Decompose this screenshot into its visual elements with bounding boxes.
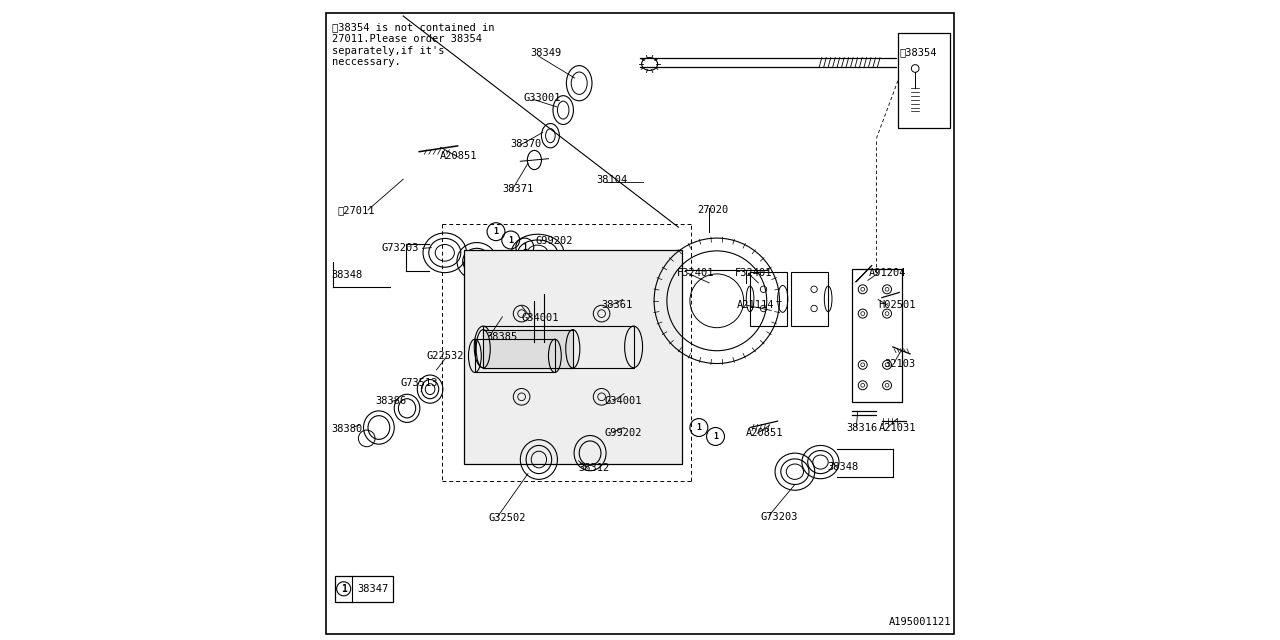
Text: G73203: G73203: [381, 243, 419, 253]
Text: 38380: 38380: [332, 424, 362, 434]
Text: G99202: G99202: [604, 428, 641, 438]
Bar: [791, 272, 828, 326]
Bar: [852, 269, 902, 402]
Text: A21031: A21031: [879, 422, 916, 433]
Bar: [484, 326, 634, 368]
Text: G99202: G99202: [535, 236, 572, 246]
Text: ※38354: ※38354: [900, 47, 937, 58]
Bar: [484, 330, 573, 368]
Text: G32502: G32502: [489, 513, 526, 524]
Text: 38371: 38371: [502, 184, 534, 194]
Text: 38316: 38316: [846, 422, 877, 433]
Text: A195001121: A195001121: [888, 617, 951, 627]
Text: G33001: G33001: [524, 93, 561, 103]
Text: G34001: G34001: [604, 396, 641, 406]
Text: 27020: 27020: [698, 205, 728, 215]
Bar: [335, 576, 393, 602]
Text: 38361: 38361: [602, 300, 632, 310]
Bar: [899, 33, 951, 128]
Text: 38386: 38386: [376, 396, 407, 406]
Text: H02501: H02501: [879, 300, 916, 310]
Text: 38370: 38370: [511, 139, 541, 149]
Text: ※27011: ※27011: [338, 205, 375, 215]
Text: G34001: G34001: [522, 313, 559, 323]
Text: G22532: G22532: [428, 351, 465, 362]
Polygon shape: [465, 250, 681, 464]
Text: 1: 1: [713, 432, 718, 441]
Text: A91204: A91204: [869, 268, 906, 278]
Text: 1: 1: [522, 243, 527, 252]
Text: 1: 1: [494, 227, 498, 236]
Text: 38347: 38347: [357, 584, 388, 594]
Text: A20851: A20851: [440, 150, 477, 161]
Text: F32401: F32401: [735, 268, 773, 278]
Text: 1: 1: [508, 236, 513, 244]
Bar: [475, 339, 556, 372]
Text: 38348: 38348: [332, 270, 362, 280]
Text: G73203: G73203: [760, 512, 797, 522]
Text: 38385: 38385: [486, 332, 517, 342]
Text: 38349: 38349: [530, 48, 561, 58]
Text: ※38354 is not contained in
27011.Please order 38354
separately,if it's
neccessar: ※38354 is not contained in 27011.Please …: [332, 22, 494, 67]
Text: 38348: 38348: [828, 462, 859, 472]
Text: A20851: A20851: [745, 428, 783, 438]
Text: 38312: 38312: [579, 463, 609, 474]
Text: 1: 1: [696, 423, 701, 432]
Text: 1: 1: [340, 584, 347, 594]
Text: F32401: F32401: [677, 268, 714, 278]
Text: 38104: 38104: [596, 175, 627, 186]
Text: G73513: G73513: [401, 378, 438, 388]
Text: 32103: 32103: [884, 358, 915, 369]
Text: A21114: A21114: [737, 300, 774, 310]
Bar: [750, 272, 787, 326]
